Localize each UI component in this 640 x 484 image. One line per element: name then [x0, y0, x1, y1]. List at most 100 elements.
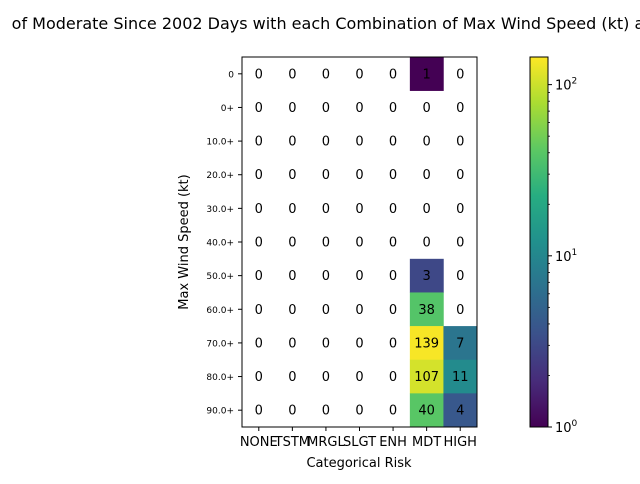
cell-value-label: 0: [255, 135, 263, 150]
cell-value-label: 0: [288, 370, 296, 385]
cell-value-label: 0: [423, 135, 431, 150]
cell-value-label: 0: [389, 404, 397, 419]
colorbar-gradient: [529, 56, 549, 428]
cell-value-label: 0: [423, 236, 431, 251]
cell-value-label: 0: [255, 370, 263, 385]
y-tick-label: 40.0+: [206, 239, 234, 249]
heatmap-cell: [409, 292, 444, 327]
cell-value-label: 0: [355, 236, 363, 251]
cell-value-label: 0: [389, 236, 397, 251]
x-tick-label: MDT: [412, 435, 441, 450]
y-tick-label: 0+: [221, 104, 234, 114]
cell-value-label: 0: [322, 236, 330, 251]
x-tick-label: NONE: [240, 435, 278, 450]
heatmap-cell: [409, 359, 444, 394]
cell-value-label: 3: [423, 269, 431, 284]
cell-value-label: 7: [456, 336, 464, 351]
cell-value-label: 0: [389, 269, 397, 284]
y-tick-label: 50.0+: [206, 272, 234, 282]
cell-value-label: 0: [389, 135, 397, 150]
x-tick-label: ENH: [379, 435, 407, 450]
colorbar-tick-label: 101: [555, 248, 577, 265]
x-tick-label: HIGH: [443, 435, 476, 450]
cell-value-label: 0: [355, 303, 363, 318]
cell-value-label: 0: [322, 269, 330, 284]
cell-value-label: 0: [355, 67, 363, 82]
cell-value-label: 0: [456, 303, 464, 318]
cell-value-label: 0: [355, 202, 363, 217]
cell-value-label: 0: [255, 101, 263, 116]
cell-value-label: 0: [288, 269, 296, 284]
heatmap-cells: [409, 57, 478, 428]
cell-value-label: 0: [423, 202, 431, 217]
cell-value-label: 139: [414, 336, 439, 351]
cell-value-label: 0: [389, 101, 397, 116]
cell-value-label: 0: [255, 202, 263, 217]
cell-value-label: 0: [355, 269, 363, 284]
cell-value-label: 0: [255, 67, 263, 82]
cell-value-label: 0: [288, 168, 296, 183]
x-axis-label: Categorical Risk: [306, 456, 412, 471]
cell-value-label: 0: [456, 269, 464, 284]
cell-value-label: 0: [322, 336, 330, 351]
cell-value-label: 0: [288, 404, 296, 419]
cell-value-label: 0: [322, 303, 330, 318]
cell-value-label: 0: [288, 236, 296, 251]
heatmap-cell: [409, 57, 444, 91]
colorbar: 100 101 102: [529, 56, 578, 436]
cell-value-label: 0: [288, 101, 296, 116]
cell-value-label: 0: [355, 404, 363, 419]
y-tick-label: 80.0+: [206, 373, 234, 383]
colorbar-ticks: 100 101 102: [548, 77, 578, 436]
y-tick-label: 70.0+: [206, 339, 234, 349]
cell-value-label: 0: [255, 168, 263, 183]
cell-value-label: 0: [322, 404, 330, 419]
cell-value-label: 0: [423, 101, 431, 116]
cell-value-label: 1: [423, 67, 431, 82]
cell-value-label: 0: [456, 202, 464, 217]
y-axis: 0 0+ 10.0+ 20.0+ 30.0+ 40.0+ 50.0+ 60.0+ 70.0+ 80…: [206, 70, 242, 417]
cell-value-label: 0: [389, 303, 397, 318]
cell-value-label: 0: [288, 303, 296, 318]
colorbar-tick-label: 100: [555, 419, 578, 436]
cell-value-label: 0: [355, 370, 363, 385]
cell-value-label: 0: [355, 168, 363, 183]
cell-value-label: 0: [288, 336, 296, 351]
cell-value-label: 0: [389, 67, 397, 82]
cell-value-label: 0: [423, 168, 431, 183]
cell-value-label: 0: [456, 236, 464, 251]
cell-value-label: 4: [456, 404, 464, 419]
cell-value-label: 0: [255, 336, 263, 351]
heatmap-cell: [443, 326, 478, 361]
cell-labels: 0 0 0 0 0 1 0 0 0 0 0 0 0 0 0 0 0 0 0 0 0 0 0 0 0 0 0 0 0 0 0 0 0 0 0 0 0 0 0 0…: [255, 67, 469, 418]
cell-value-label: 0: [255, 303, 263, 318]
cell-value-label: 0: [255, 404, 263, 419]
y-tick-label: 90.0+: [206, 407, 234, 417]
cell-value-label: 0: [322, 202, 330, 217]
y-tick-label: 60.0+: [206, 306, 234, 316]
heatmap-cell: [443, 359, 478, 394]
cell-value-label: 0: [456, 168, 464, 183]
cell-value-label: 0: [456, 135, 464, 150]
cell-value-label: 0: [355, 336, 363, 351]
cell-value-label: 0: [288, 135, 296, 150]
y-tick-label: 10.0+: [206, 138, 234, 148]
cell-value-label: 0: [255, 236, 263, 251]
cell-value-label: 0: [355, 135, 363, 150]
cell-value-label: 0: [389, 336, 397, 351]
cell-value-label: 0: [355, 101, 363, 116]
cell-value-label: 0: [322, 370, 330, 385]
cell-value-label: 0: [322, 67, 330, 82]
y-tick-label: 0: [228, 70, 234, 80]
cell-value-label: 38: [418, 303, 435, 318]
heatmap-cell: [409, 258, 444, 293]
cell-value-label: 0: [322, 135, 330, 150]
cell-value-label: 0: [255, 269, 263, 284]
colorbar-tick-label: 102: [555, 77, 577, 94]
y-tick-label: 20.0+: [206, 171, 234, 181]
cell-value-label: 107: [414, 370, 439, 385]
cell-value-label: 0: [389, 202, 397, 217]
